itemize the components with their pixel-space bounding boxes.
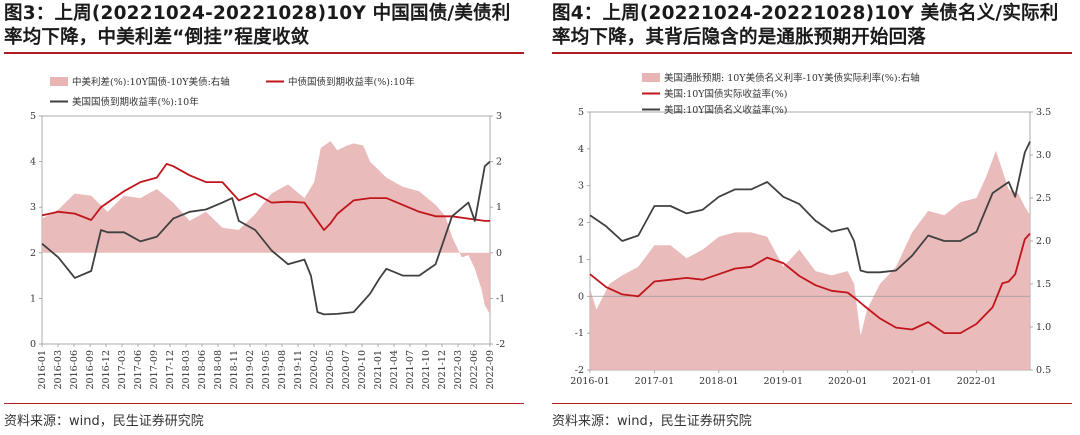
legend-swatch-area: [642, 73, 660, 82]
y-left-tick-label: 3: [30, 202, 36, 213]
x-tick-label: 2019-11: [293, 350, 304, 389]
y-left-tick-label: -1: [575, 328, 584, 339]
x-tick-label: 2018-08: [213, 350, 224, 389]
x-tick-label: 2016-06: [69, 350, 80, 389]
legend-label: 美国通胀预期: 10Y美债名义利率-10Y美债实际利率(%):右轴: [664, 72, 920, 84]
y-left-tick-label: 0: [578, 291, 584, 302]
x-tick-label: 2020-02: [309, 350, 320, 389]
left-chart: 0 1 2 3 4 5 -2 -1 0 1 2 3 2016-01 2016-03 2016-06 2016-…: [30, 76, 505, 389]
x-tick-label: 2017-03: [117, 350, 128, 389]
title-rule: [4, 52, 524, 54]
y-right-tick-label: 2: [496, 157, 502, 168]
source-note: 资料来源：wind，民生证券研究院: [4, 414, 204, 429]
x-tick-label: 2020-07: [341, 350, 352, 389]
source-note: 资料来源：wind，民生证券研究院: [552, 414, 752, 429]
x-tick-label: 2021-10: [421, 350, 432, 389]
title-rule: [552, 52, 1072, 54]
x-tick-label: 2020-05: [325, 350, 336, 389]
x-tick-label: 2016-03: [53, 350, 64, 389]
right-chart: -2 -1 0 1 2 3 4 5 0.5 1.0 1.5 2.0 2.5 3.0 3.5 2016-01 20…: [570, 72, 1051, 387]
x-tick-label: 2022-03: [453, 350, 464, 389]
chart-title: 图3：上周(20221024-20221028)10Y 中国国债/美债利率均下降…: [4, 3, 511, 48]
x-tick-label: 2016-01: [570, 376, 609, 387]
line-series-real-10y: [589, 232, 1031, 335]
chart-title: 图4：上周(20221024-20221028)10Y 美债名义/实际利率均下降…: [552, 3, 1059, 48]
x-tick-label: 2017-12: [165, 350, 176, 389]
y-right-tick-label: 1: [496, 202, 502, 213]
legend-label: 美国国债到期收益率(%):10年: [72, 96, 199, 108]
x-tick-label: 2021-04: [389, 350, 400, 389]
right-chart-panel: 图4：上周(20221024-20221028)10Y 美债名义/实际利率均下降…: [552, 0, 1080, 435]
y-right-tick-label: 3.0: [1036, 150, 1051, 161]
x-tick-label: 2019-08: [277, 350, 288, 389]
y-right-tick-label: 2.0: [1036, 236, 1051, 247]
x-tick-label: 2018-03: [181, 350, 192, 389]
x-tick-label: 2016-12: [101, 350, 112, 389]
left-chart-panel: 图3：上周(20221024-20221028)10Y 中国国债/美债利率均下降…: [4, 0, 532, 435]
x-tick-label: 2017-06: [133, 350, 144, 389]
area-series-breakeven: [590, 150, 1030, 370]
x-tick-label: 2021-12: [437, 350, 448, 389]
x-tick-label: 2019-01: [764, 376, 803, 387]
legend-label: 中债国债到期收益率(%):10年: [288, 76, 415, 88]
y-left-tick-label: 4: [30, 157, 36, 168]
x-tick-label: 2018-06: [197, 350, 208, 389]
y-left-tick-label: 1: [30, 293, 36, 304]
y-right-tick-label: 3.5: [1036, 107, 1051, 118]
x-tick-label: 2016-09: [85, 350, 96, 389]
y-left-tick-label: 1: [578, 254, 584, 265]
x-tick-label: 2016-01: [37, 350, 48, 389]
x-tick-label: 2021-07: [405, 350, 416, 389]
source-rule: [552, 403, 1072, 404]
y-right-tick-label: 0: [496, 248, 502, 259]
y-left-tick-label: 5: [578, 107, 584, 118]
y-left-tick-label: 2: [30, 248, 36, 259]
y-left-tick-label: 0: [30, 339, 36, 350]
y-right-tick-label: 2.5: [1036, 193, 1051, 204]
y-left-tick-label: 4: [578, 144, 584, 155]
legend-swatch-area: [50, 77, 68, 86]
x-tick-label: 2020-01: [828, 376, 867, 387]
y-left-tick-label: 2: [578, 218, 584, 229]
y-left-tick-label: 3: [578, 181, 584, 192]
y-right-tick-label: -2: [496, 339, 505, 350]
y-left-tick-label: 5: [30, 111, 36, 122]
x-tick-label: 2022-09: [485, 350, 496, 389]
legend-label: 美国:10Y国债名义收益率(%): [664, 104, 788, 116]
line-series-us-10y: [41, 160, 491, 316]
source-rule: [4, 403, 524, 404]
x-tick-label: 2022-06: [469, 350, 480, 389]
x-tick-label: 2017-01: [635, 376, 674, 387]
y-right-tick-label: 0.5: [1036, 365, 1051, 376]
y-right-tick-label: -1: [496, 293, 505, 304]
x-tick-label: 2020-10: [357, 350, 368, 389]
y-left-tick-label: -2: [575, 365, 584, 376]
y-right-tick-label: 3: [496, 111, 502, 122]
x-tick-label: 2019-05: [261, 350, 272, 389]
x-tick-label: 2018-11: [229, 350, 240, 389]
legend-label: 美国:10Y国债实际收益率(%): [664, 88, 788, 100]
y-right-tick-label: 1.5: [1036, 279, 1051, 290]
x-tick-label: 2021-01: [892, 376, 931, 387]
legend-label: 中美利差(%):10Y国债-10Y美债:右轴: [72, 76, 230, 88]
x-tick-label: 2018-01: [699, 376, 738, 387]
x-tick-label: 2017-09: [149, 350, 160, 389]
x-tick-label: 2021-01: [373, 350, 384, 389]
line-series-cn-10y: [41, 163, 490, 231]
y-right-tick-label: 1.0: [1036, 322, 1051, 333]
area-series-spread: [42, 141, 490, 315]
x-tick-label: 2022-01: [957, 376, 996, 387]
x-tick-label: 2019-02: [245, 350, 256, 389]
line-series-nominal-10y: [589, 141, 1031, 274]
